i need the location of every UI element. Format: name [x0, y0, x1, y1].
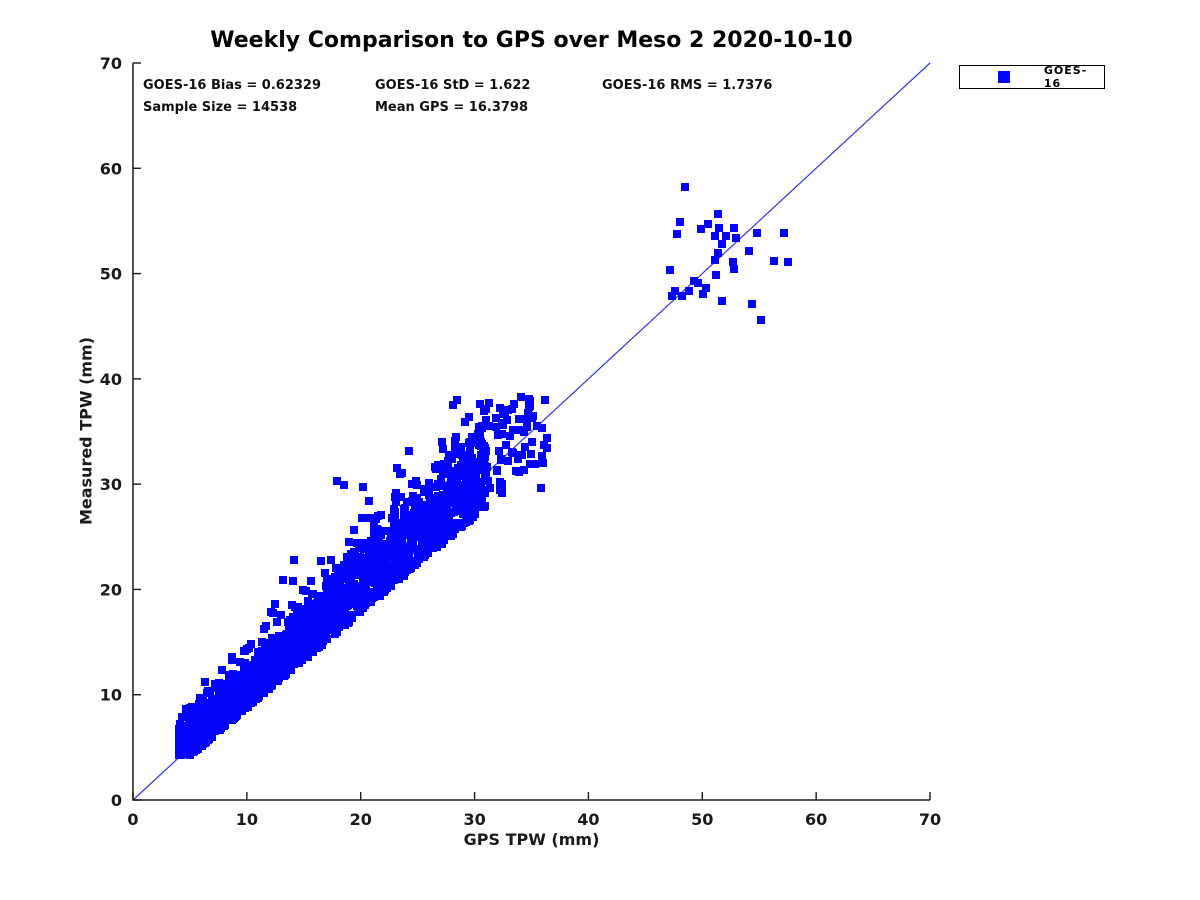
y-tick-label: 10	[100, 686, 122, 705]
x-tick-label: 50	[691, 810, 713, 829]
x-tick-label: 10	[236, 810, 258, 829]
landmark-points	[201, 395, 548, 688]
x-tick-label: 70	[919, 810, 941, 829]
y-tick-label: 0	[111, 791, 122, 810]
x-tick-label: 60	[805, 810, 827, 829]
main-cloud-points	[175, 393, 551, 759]
x-tick-label: 30	[463, 810, 485, 829]
legend-label: GOES-16	[1043, 64, 1088, 90]
stat-std: GOES-16 StD = 1.622	[375, 78, 531, 93]
y-tick-label: 50	[100, 265, 122, 284]
y-tick-label: 70	[100, 54, 122, 73]
x-tick-label: 20	[350, 810, 372, 829]
chart-title: Weekly Comparison to GPS over Meso 2 202…	[210, 28, 853, 53]
y-axis-label: Measured TPW (mm)	[76, 336, 96, 526]
stat-sample-size: Sample Size = 14538	[143, 100, 298, 115]
y-tick-label: 20	[100, 580, 122, 599]
y-tick-label: 40	[100, 370, 122, 389]
stat-mean-gps: Mean GPS = 16.3798	[375, 100, 529, 115]
y-tick-label: 30	[100, 475, 122, 494]
outlier-cluster-points	[666, 183, 792, 324]
x-tick-label: 40	[577, 810, 599, 829]
x-axis-label: GPS TPW (mm)	[463, 830, 600, 849]
stat-bias: GOES-16 Bias = 0.62329	[143, 78, 322, 93]
legend: GOES-16	[959, 64, 1105, 90]
stat-rms: GOES-16 RMS = 1.7376	[602, 78, 773, 93]
y-tick-label: 60	[100, 159, 122, 178]
x-tick-label: 0	[127, 810, 138, 829]
legend-marker-square-icon	[998, 71, 1010, 83]
